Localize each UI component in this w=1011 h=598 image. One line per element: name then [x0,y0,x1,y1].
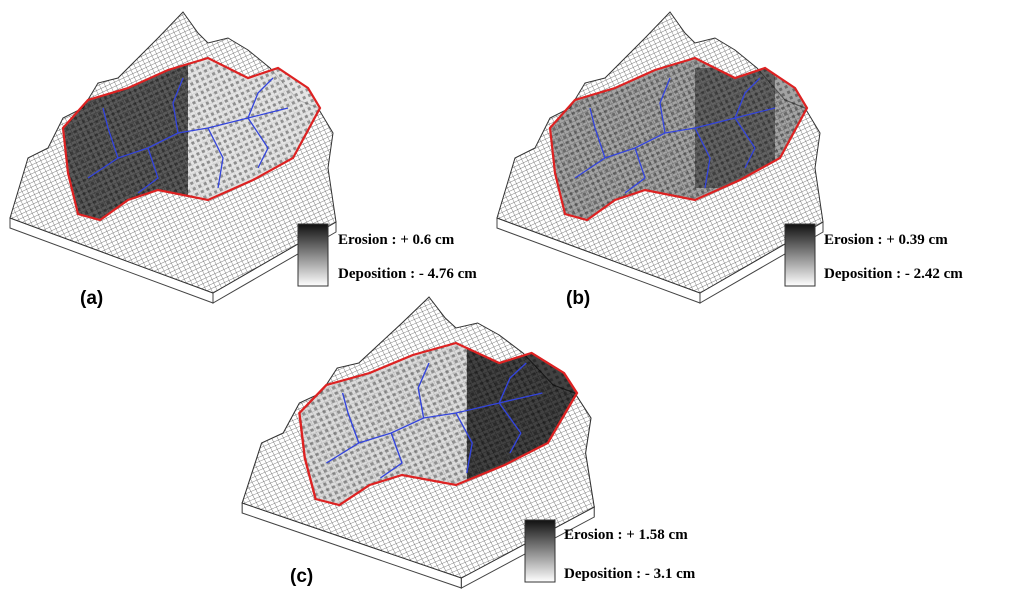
panel-a [10,12,338,303]
legend-scale [298,224,328,286]
deposition-label: Deposition : - 3.1 cm [564,566,696,582]
legend-scale [525,520,555,582]
erosion-label: Erosion : + 1.58 cm [564,527,688,543]
legend-scale [785,224,815,286]
deposition-label: Deposition : - 4.76 cm [338,266,477,282]
panel-b [497,12,825,303]
figure: Erosion : + 0.6 cm Deposition : - 4.76 c… [0,0,1011,598]
deposition-label: Deposition : - 2.42 cm [824,266,963,282]
panel-label: (b) [566,288,590,309]
panel-label: (a) [80,288,103,309]
erosion-label: Erosion : + 0.39 cm [824,232,948,248]
erosion-label: Erosion : + 0.6 cm [338,232,455,248]
panel-label: (c) [290,566,313,587]
